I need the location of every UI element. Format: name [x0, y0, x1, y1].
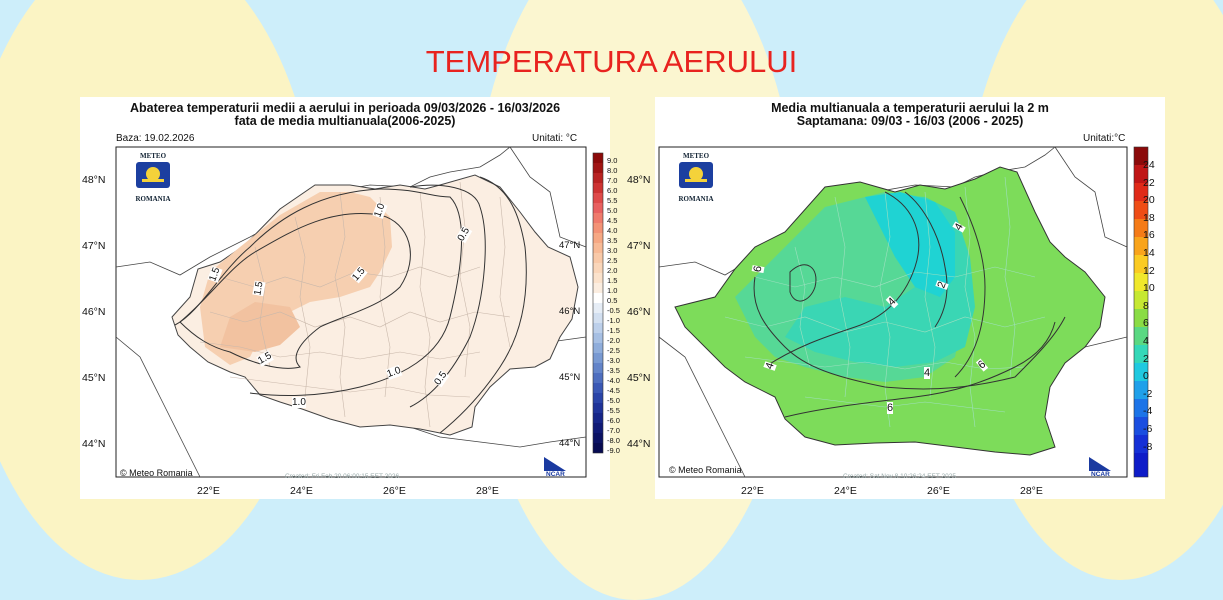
map-title: Media multianuala a temperaturii aerului… [771, 101, 1049, 115]
colorbar-tick-label: 3.0 [607, 246, 618, 255]
lat-label: 48°N [82, 174, 106, 186]
created-timestamp: Created: Sat Nov 8 10:26:24 EET 2025 [843, 473, 956, 480]
ncar-label: NCAR [546, 471, 565, 478]
ncar-logo [544, 457, 566, 471]
base-date: Baza: 19.02.2026 [116, 133, 195, 144]
colorbar-tick-label: -0.5 [607, 306, 620, 315]
lon-label: 26°E [927, 485, 950, 497]
lat-label-right: 47°N [559, 240, 581, 251]
lat-label-right: 45°N [559, 372, 581, 383]
lat-label: 44°N [627, 438, 651, 450]
colorbar-tick-label: 0.5 [607, 296, 618, 305]
colorbar-tick-label: 16 [1143, 229, 1155, 242]
colorbar-tick-label: 24 [1143, 159, 1155, 171]
colorbar-tick-label: 8.0 [607, 166, 618, 175]
colorbar-tick-label: -1.5 [607, 326, 620, 335]
lat-label: 46°N [82, 306, 106, 318]
colorbar-tick-label: 2.0 [607, 266, 618, 275]
colorbar-tick-label: 22 [1143, 176, 1155, 189]
colorbar-tick-label: -3.5 [607, 366, 620, 375]
colorbar-tick-label: -6 [1143, 423, 1153, 435]
colorbar-tick-label: 1.5 [607, 276, 618, 285]
lon-label: 28°E [1020, 485, 1043, 497]
lon-label: 24°E [290, 485, 313, 497]
colorbar-tick-label: 2.5 [607, 256, 618, 265]
lat-label-right: 46°N [559, 306, 581, 317]
colorbar-tick-label: -2 [1143, 387, 1153, 400]
lat-label: 45°N [627, 372, 651, 384]
colorbar-tick-label: 4 [1143, 335, 1149, 347]
colorbar-tick-label: 6.0 [607, 186, 618, 195]
colorbar-tick-label: -2.5 [607, 346, 620, 355]
lon-label: 22°E [197, 485, 220, 497]
colorbar-tick-label: -2.0 [607, 336, 620, 345]
colorbar-tick-label: 1.0 [607, 286, 618, 295]
colorbar-tick-label: -9.0 [607, 446, 620, 455]
colorbar [1133, 146, 1149, 478]
colorbar [592, 152, 604, 454]
anomaly-map-panel: Abaterea temperaturii medii a aerului in… [80, 97, 620, 499]
lat-label-right: 44°N [559, 438, 581, 449]
lon-label: 24°E [834, 485, 857, 497]
colorbar-tick-label: -8 [1143, 440, 1153, 453]
climatology-map-panel: Media multianuala a temperaturii aerului… [627, 97, 1165, 499]
colorbar-tick-label: -6.0 [607, 416, 620, 425]
meteo-romania-logo: METEO ROMANIA [135, 152, 171, 203]
colorbar-tick-label: -3.0 [607, 356, 620, 365]
colorbar-tick-label: 12 [1143, 264, 1155, 277]
colorbar-tick-label: 10 [1143, 282, 1155, 295]
colorbar-tick-label: -8.0 [607, 436, 620, 445]
contour-label: 4 [924, 367, 931, 379]
colorbar-tick-label: 3.5 [607, 236, 618, 245]
ncar-label: NCAR [1091, 471, 1110, 478]
colorbar-tick-label: -4 [1143, 405, 1153, 418]
colorbar-tick-label: -5.0 [607, 396, 620, 405]
map-title: Abaterea temperaturii medii a aerului in… [129, 101, 561, 115]
lat-label: 45°N [82, 372, 106, 384]
colorbar-tick-label: 18 [1143, 211, 1155, 224]
colorbar-tick-label: 4.0 [607, 226, 618, 235]
contour-label: 6 [887, 402, 894, 414]
created-timestamp: Created: Fri Feb 20 06:00:15 EET 2026 [285, 473, 400, 480]
colorbar-tick-label: 9.0 [607, 156, 618, 165]
colorbar-tick-label: 5.5 [607, 196, 618, 205]
lat-label: 46°N [627, 306, 651, 318]
colorbar-tick-label: 0 [1143, 370, 1149, 383]
colorbar-tick-label: -7.0 [607, 426, 620, 435]
lat-label: 44°N [82, 438, 106, 450]
colorbar-tick-label: -5.5 [607, 406, 620, 415]
lon-label: 22°E [741, 485, 764, 497]
lat-label: 47°N [627, 240, 651, 252]
map-subtitle: Saptamana: 09/03 - 16/03 (2006 - 2025) [796, 114, 1024, 128]
colorbar-tick-label: 6 [1143, 317, 1149, 330]
colorbar-tick-label: -4.5 [607, 386, 620, 395]
unit-label: Unitati:°C [1083, 133, 1126, 144]
colorbar-tick-label: -1.0 [607, 316, 620, 325]
copyright: © Meteo Romania [120, 468, 193, 478]
copyright: © Meteo Romania [669, 465, 742, 475]
colorbar-tick-label: 2 [1143, 352, 1149, 365]
colorbar-tick-label: -4.0 [607, 376, 620, 385]
lat-label: 48°N [627, 174, 651, 186]
colorbar-tick-label: 14 [1143, 247, 1155, 259]
lon-label: 28°E [476, 485, 499, 497]
lat-label: 47°N [82, 240, 106, 252]
colorbar-tick-label: 20 [1143, 194, 1155, 207]
colorbar-tick-label: 7.0 [607, 176, 618, 185]
contour-label: 1.0 [292, 397, 306, 408]
map-subtitle: fata de media multianuala(2006-2025) [234, 114, 456, 128]
page-title: TEMPERATURA AERULUI [425, 44, 798, 79]
lon-label: 26°E [383, 485, 406, 497]
unit-label: Unitati: °C [532, 133, 578, 144]
colorbar-tick-label: 8 [1143, 299, 1149, 312]
colorbar-tick-label: 4.5 [607, 216, 618, 225]
meteo-romania-logo: METEO ROMANIA [678, 152, 714, 203]
ncar-logo [1089, 457, 1111, 471]
colorbar-tick-label: 5.0 [607, 206, 618, 215]
anomaly-map [115, 146, 604, 478]
climatology-map [658, 146, 1149, 478]
